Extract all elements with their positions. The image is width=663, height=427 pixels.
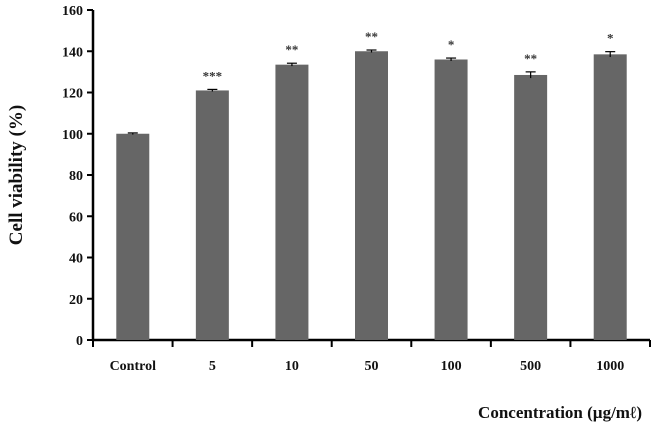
y-tick-label: 0 — [76, 334, 83, 349]
significance-label: * — [448, 37, 455, 52]
x-tick-label: 10 — [285, 359, 299, 374]
bar — [355, 51, 388, 340]
y-axis: 0 20 40 60 80 100 120 140 160 — [62, 4, 95, 349]
bar — [593, 54, 627, 340]
y-tick-label: 100 — [62, 128, 83, 143]
x-tick-label: 5 — [209, 359, 216, 374]
bars: *********** — [116, 29, 627, 340]
x-tick-label: 500 — [520, 359, 541, 374]
y-axis-title: Cell viability (%) — [6, 105, 27, 245]
x-tick-label: Control — [110, 359, 157, 374]
bar — [195, 90, 229, 340]
bar — [116, 133, 150, 340]
x-axis-title: Concentration (µg/mℓ) — [478, 403, 642, 422]
bar — [275, 64, 309, 340]
y-tick-label: 60 — [69, 210, 83, 225]
y-tick-label: 80 — [69, 169, 83, 184]
significance-label: ** — [365, 29, 378, 44]
x-tick-label: 50 — [365, 359, 379, 374]
y-tick-label: 40 — [69, 252, 83, 267]
bar — [434, 59, 468, 340]
significance-label: ** — [285, 42, 298, 57]
y-tick-label: 160 — [62, 4, 83, 19]
x-tick-label: 100 — [441, 359, 462, 374]
significance-label: * — [607, 31, 614, 46]
x-axis: Control 5 10 50 100 500 1000 — [92, 338, 651, 374]
significance-label: ** — [524, 51, 537, 66]
significance-label: *** — [203, 68, 223, 83]
y-tick-label: 140 — [62, 45, 83, 60]
bar — [514, 74, 548, 340]
y-tick-label: 120 — [62, 87, 83, 102]
y-tick-label: 20 — [69, 293, 83, 308]
x-tick-label: 1000 — [596, 359, 624, 374]
